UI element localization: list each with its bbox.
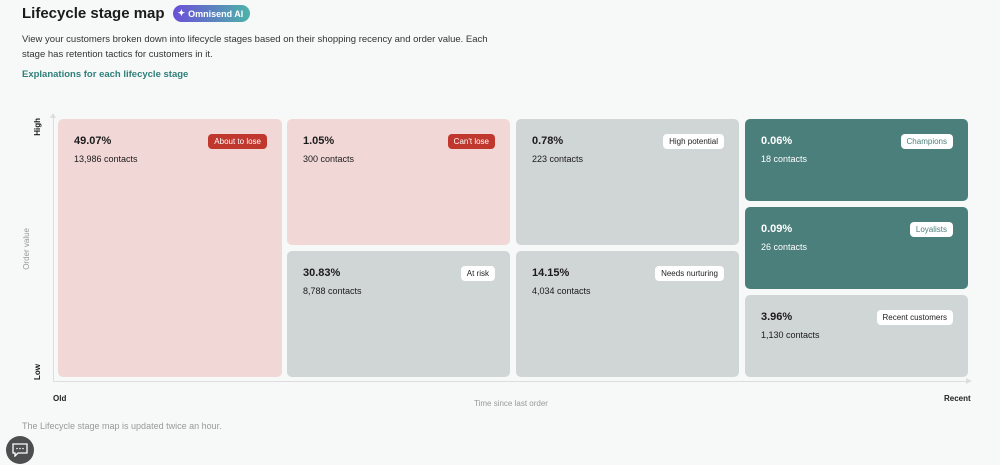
stage-badge: About to lose <box>208 134 267 149</box>
chat-icon <box>12 443 28 457</box>
page-title: Lifecycle stage map <box>22 5 165 22</box>
y-axis <box>53 117 54 381</box>
page-description: View your customers broken down into lif… <box>22 34 488 60</box>
stage-badge: Loyalists <box>909 222 953 237</box>
page-header: Lifecycle stage map ✦ Omnisend AI <box>22 5 251 22</box>
stage-recent-customers[interactable]: 3.96% 1,130 contacts Recent customers <box>745 295 968 377</box>
stage-percent: 14.15% <box>532 267 570 279</box>
stage-badge: Needs nurturing <box>655 266 724 281</box>
stage-at-risk[interactable]: 30.83% 8,788 contacts At risk <box>287 251 510 377</box>
y-axis-label: Order value <box>22 228 31 270</box>
stage-percent: 0.06% <box>761 135 793 147</box>
stage-cant-lose[interactable]: 1.05% 300 contacts Can't lose <box>287 119 510 245</box>
stage-loyalists[interactable]: 0.09% 26 contacts Loyalists <box>745 207 968 289</box>
update-note: The Lifecycle stage map is updated twice… <box>22 421 222 431</box>
omnisend-ai-badge: ✦ Omnisend AI <box>172 5 251 22</box>
stage-contacts: 26 contacts <box>761 242 808 252</box>
x-old-label: Old <box>53 394 67 403</box>
stage-percent: 49.07% <box>74 135 112 147</box>
stage-badge: Champions <box>900 134 953 149</box>
chat-button[interactable] <box>6 436 34 464</box>
sparkle-icon: ✦ <box>177 8 186 18</box>
stage-badge: High potential <box>663 134 724 149</box>
y-low-label: Low <box>33 364 42 380</box>
stage-contacts: 18 contacts <box>761 154 808 164</box>
stage-percent: 3.96% <box>761 311 793 323</box>
stage-about-to-lose[interactable]: 49.07% 13,986 contacts About to lose <box>58 119 282 377</box>
stage-contacts: 223 contacts <box>532 154 584 164</box>
stage-percent: 0.09% <box>761 223 793 235</box>
x-axis <box>53 381 968 382</box>
stage-needs-nurturing[interactable]: 14.15% 4,034 contacts Needs nurturing <box>516 251 739 377</box>
x-axis-label: Time since last order <box>474 399 548 408</box>
stage-champions[interactable]: 0.06% 18 contacts Champions <box>745 119 968 201</box>
stage-contacts: 1,130 contacts <box>761 330 820 340</box>
stage-contacts: 8,788 contacts <box>303 286 362 296</box>
stage-badge: Recent customers <box>876 310 953 325</box>
x-recent-label: Recent <box>944 394 971 403</box>
stage-percent: 0.78% <box>532 135 564 147</box>
stage-contacts: 4,034 contacts <box>532 286 591 296</box>
stage-percent: 30.83% <box>303 267 341 279</box>
explanations-link[interactable]: Explanations for each lifecycle stage <box>22 69 189 80</box>
ai-badge-label: Omnisend AI <box>188 8 244 19</box>
stage-percent: 1.05% <box>303 135 335 147</box>
y-axis-arrow-icon <box>50 113 56 118</box>
x-axis-arrow-icon <box>966 378 972 384</box>
stage-contacts: 300 contacts <box>303 154 355 164</box>
stage-contacts: 13,986 contacts <box>74 154 138 164</box>
y-high-label: High <box>33 118 42 136</box>
stage-high-potential[interactable]: 0.78% 223 contacts High potential <box>516 119 739 245</box>
stage-badge: At risk <box>460 266 495 281</box>
stage-badge: Can't lose <box>447 134 495 149</box>
